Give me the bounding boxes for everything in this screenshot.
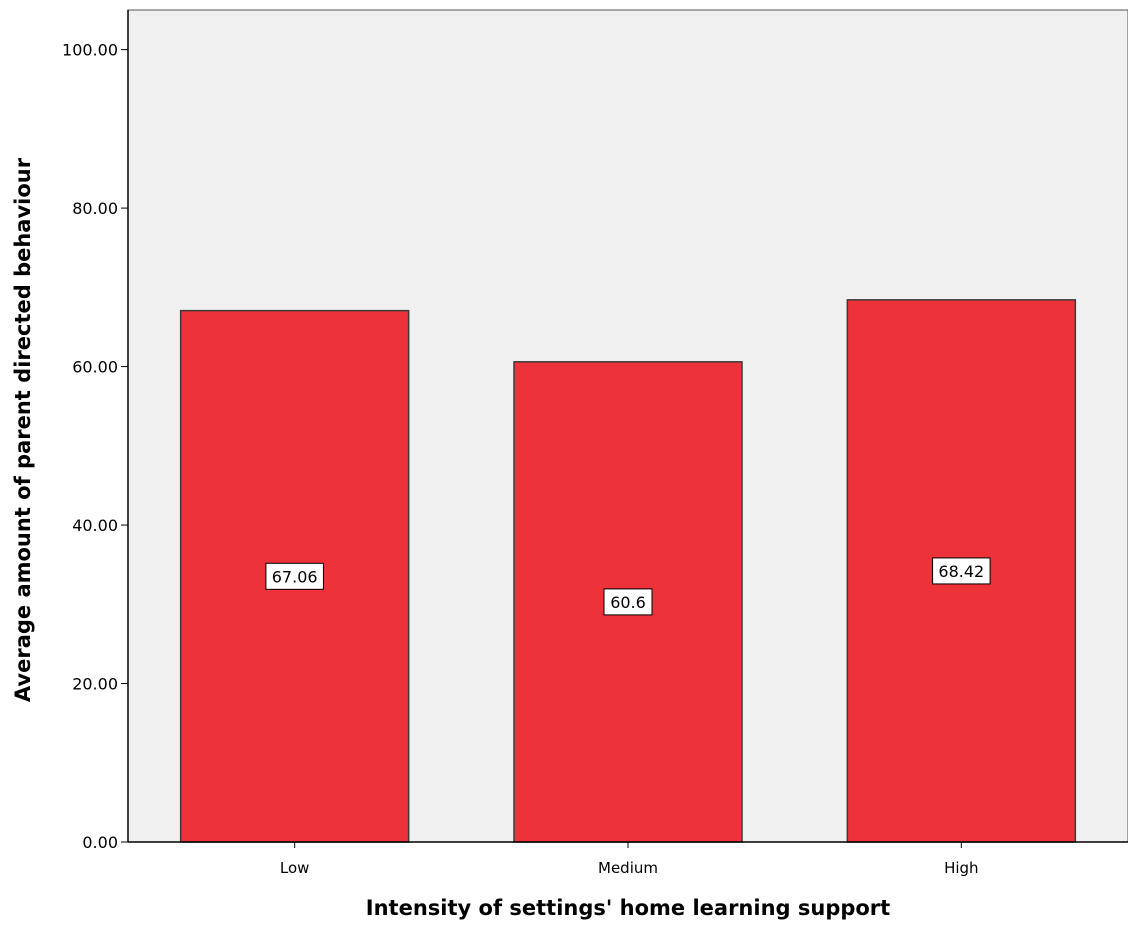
data-labels-group: 67.06 60.6 68.42 — [265, 557, 991, 616]
x-tick-label: High — [944, 859, 978, 877]
data-label: 67.06 — [272, 567, 318, 586]
y-tick-label: 20.00 — [72, 675, 118, 694]
x-tick-label: Low — [280, 859, 310, 877]
data-label-box — [603, 588, 653, 616]
axes-group: Low Medium High 0.00 20.00 40.00 60.00 80.00 100… — [62, 10, 1128, 877]
y-axis-title: Average amount of parent directed behavi… — [11, 157, 35, 702]
y-tick-label: 0.00 — [82, 833, 118, 852]
y-tick-label: 60.00 — [72, 358, 118, 377]
data-label-box — [932, 557, 991, 585]
data-label-box — [265, 562, 324, 590]
data-label: 68.42 — [938, 562, 984, 581]
data-label: 60.6 — [610, 593, 646, 612]
y-tick-label: 80.00 — [72, 199, 118, 218]
y-tick-label: 100.00 — [62, 41, 118, 60]
y-tick-label: 40.00 — [72, 516, 118, 535]
x-axis-title: Intensity of settings' home learning sup… — [366, 896, 890, 920]
x-tick-label: Medium — [598, 859, 658, 877]
